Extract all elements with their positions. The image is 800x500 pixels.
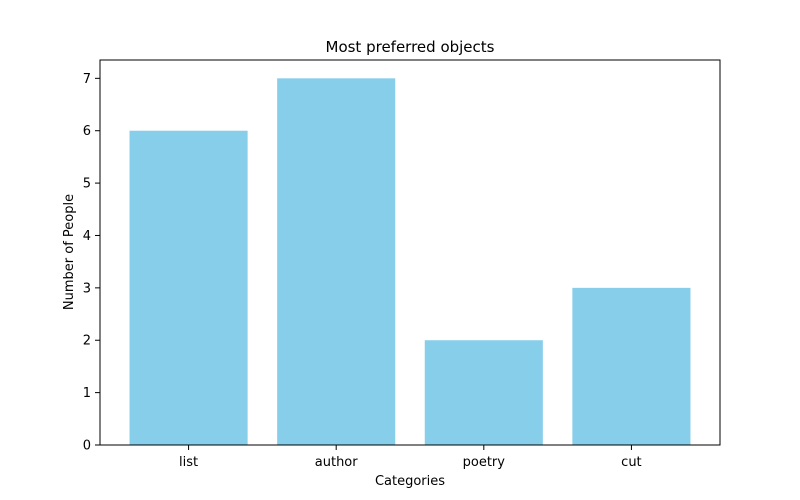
y-tick-label: 0	[83, 439, 91, 454]
y-tick-label: 4	[83, 229, 91, 244]
y-tick-label: 5	[83, 177, 91, 192]
bar-list	[129, 130, 248, 445]
x-tick-label: list	[179, 455, 198, 470]
bar-author	[277, 78, 396, 445]
y-tick-label: 7	[83, 72, 91, 87]
y-tick-label: 6	[83, 124, 91, 139]
bars	[129, 78, 691, 445]
x-tick-label: cut	[621, 455, 641, 470]
bar-cut	[572, 287, 691, 445]
x-tick-label: author	[315, 455, 358, 470]
chart-title: Most preferred objects	[326, 38, 495, 56]
y-axis-label: Number of People	[62, 194, 77, 310]
x-tick-label: poetry	[463, 455, 506, 470]
x-axis-label: Categories	[375, 474, 445, 489]
x-axis-ticks: list author poetry cut	[179, 445, 642, 470]
y-tick-label: 2	[83, 334, 91, 349]
y-tick-label: 3	[83, 281, 91, 296]
y-tick-label: 1	[83, 386, 91, 401]
plot-frame	[99, 59, 721, 446]
y-axis-ticks: 0 1 2 3 4 5 6 7	[83, 72, 100, 454]
bar-poetry	[424, 340, 543, 445]
